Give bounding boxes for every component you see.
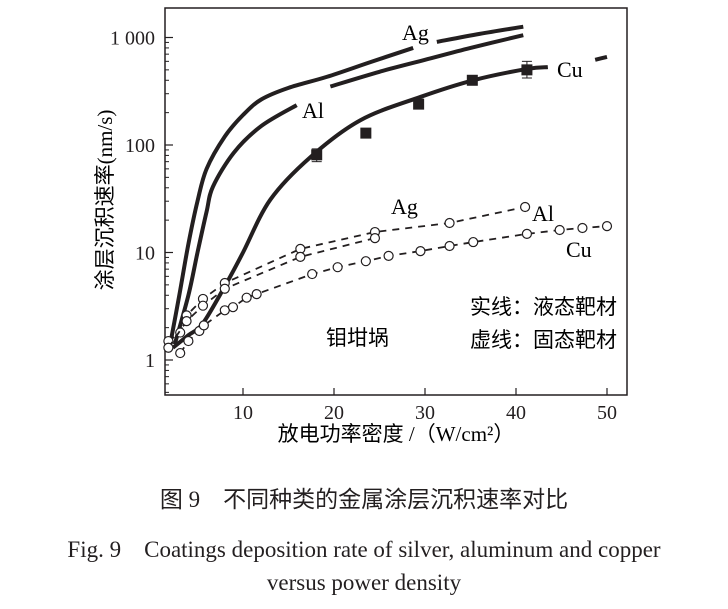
data-point-cu-dashed	[183, 335, 194, 347]
data-point-cu-square	[360, 127, 372, 139]
data-point-cu-dashed	[175, 347, 186, 359]
axes: 10 20 30 40 50 1 10 100 1 000	[110, 7, 628, 424]
figure-caption-en-line1: Fig. 9 Coatings deposition rate of silve…	[67, 537, 661, 562]
annotation-al-dashed: Al	[532, 201, 554, 226]
data-point-al-dashed	[295, 251, 306, 263]
data-point-al-dashed	[181, 316, 192, 327]
annotation-ag-solid: Ag	[402, 20, 429, 45]
x-axis-label: 放电功率密度 /（W/cm²）	[278, 422, 515, 446]
data-point-cu-dashed	[468, 236, 479, 248]
x-tick-label: 30	[415, 402, 435, 424]
data-point-al-dashed	[219, 283, 230, 294]
legend-dashed: 虚线：固态靶材	[470, 328, 617, 352]
series-line-al-dashed	[167, 237, 376, 349]
annotation-al-solid: Al	[302, 98, 324, 123]
y-tick-label: 1	[145, 350, 155, 372]
data-point-cu-square	[521, 64, 533, 76]
x-tick-label: 40	[506, 402, 526, 424]
series-line-al-solid	[172, 103, 298, 345]
data-point-cu-dashed	[307, 268, 318, 280]
series-line-cu-solid	[594, 54, 608, 62]
series-line-ag-dashed	[167, 206, 526, 342]
data-point-cu-dashed	[251, 289, 262, 300]
annotation-cu-solid: Cu	[557, 57, 583, 82]
x-tick-label: 50	[597, 402, 617, 424]
data-point-cu-dashed	[198, 320, 209, 331]
series-line-al-solid	[329, 33, 524, 89]
data-point-ag-dashed	[519, 201, 531, 213]
data-point-cu-dashed	[521, 228, 533, 239]
series-line-ag-solid	[436, 24, 524, 44]
data-point-cu-dashed	[601, 221, 613, 232]
annotation-ag-dashed: Ag	[391, 194, 418, 219]
figure-caption-zh: 图 9 不同种类的金属涂层沉积速率对比	[159, 487, 569, 512]
data-point-cu-dashed	[227, 302, 239, 313]
series-line-ag-solid	[168, 46, 414, 345]
x-tick-label: 10	[233, 402, 253, 424]
y-tick-label: 10	[135, 243, 155, 265]
x-tick-label: 20	[324, 402, 344, 424]
data-point-cu-dashed	[360, 256, 371, 267]
y-tick-label: 1 000	[110, 28, 155, 50]
y-tick-label: 100	[125, 135, 155, 157]
figure-caption-en-line2: versus power density	[266, 570, 462, 595]
data-point-cu-dashed	[332, 262, 343, 273]
data-point-cu-dashed	[241, 292, 252, 303]
chart-marks	[163, 24, 613, 359]
data-point-cu-square	[466, 74, 478, 86]
annotation-crucible: 钼坩埚	[326, 326, 389, 350]
data-point-cu-dashed	[415, 246, 426, 257]
data-point-cu-dashed	[554, 224, 565, 236]
annotation-cu-dashed: Cu	[566, 237, 592, 262]
data-point-cu-dashed	[577, 222, 588, 234]
data-point-cu-dashed	[383, 250, 394, 261]
data-point-cu-square	[413, 98, 425, 110]
data-point-al-dashed	[197, 300, 209, 311]
data-point-cu-square	[311, 149, 323, 161]
data-point-ag-dashed	[444, 217, 455, 229]
legend-solid: 实线：液态靶材	[470, 295, 617, 319]
data-point-al-dashed	[369, 233, 381, 244]
y-axis-label: 涂层沉积速率(nm/s)	[93, 110, 117, 291]
data-point-cu-dashed	[444, 240, 455, 252]
data-point-al-dashed	[163, 342, 174, 353]
